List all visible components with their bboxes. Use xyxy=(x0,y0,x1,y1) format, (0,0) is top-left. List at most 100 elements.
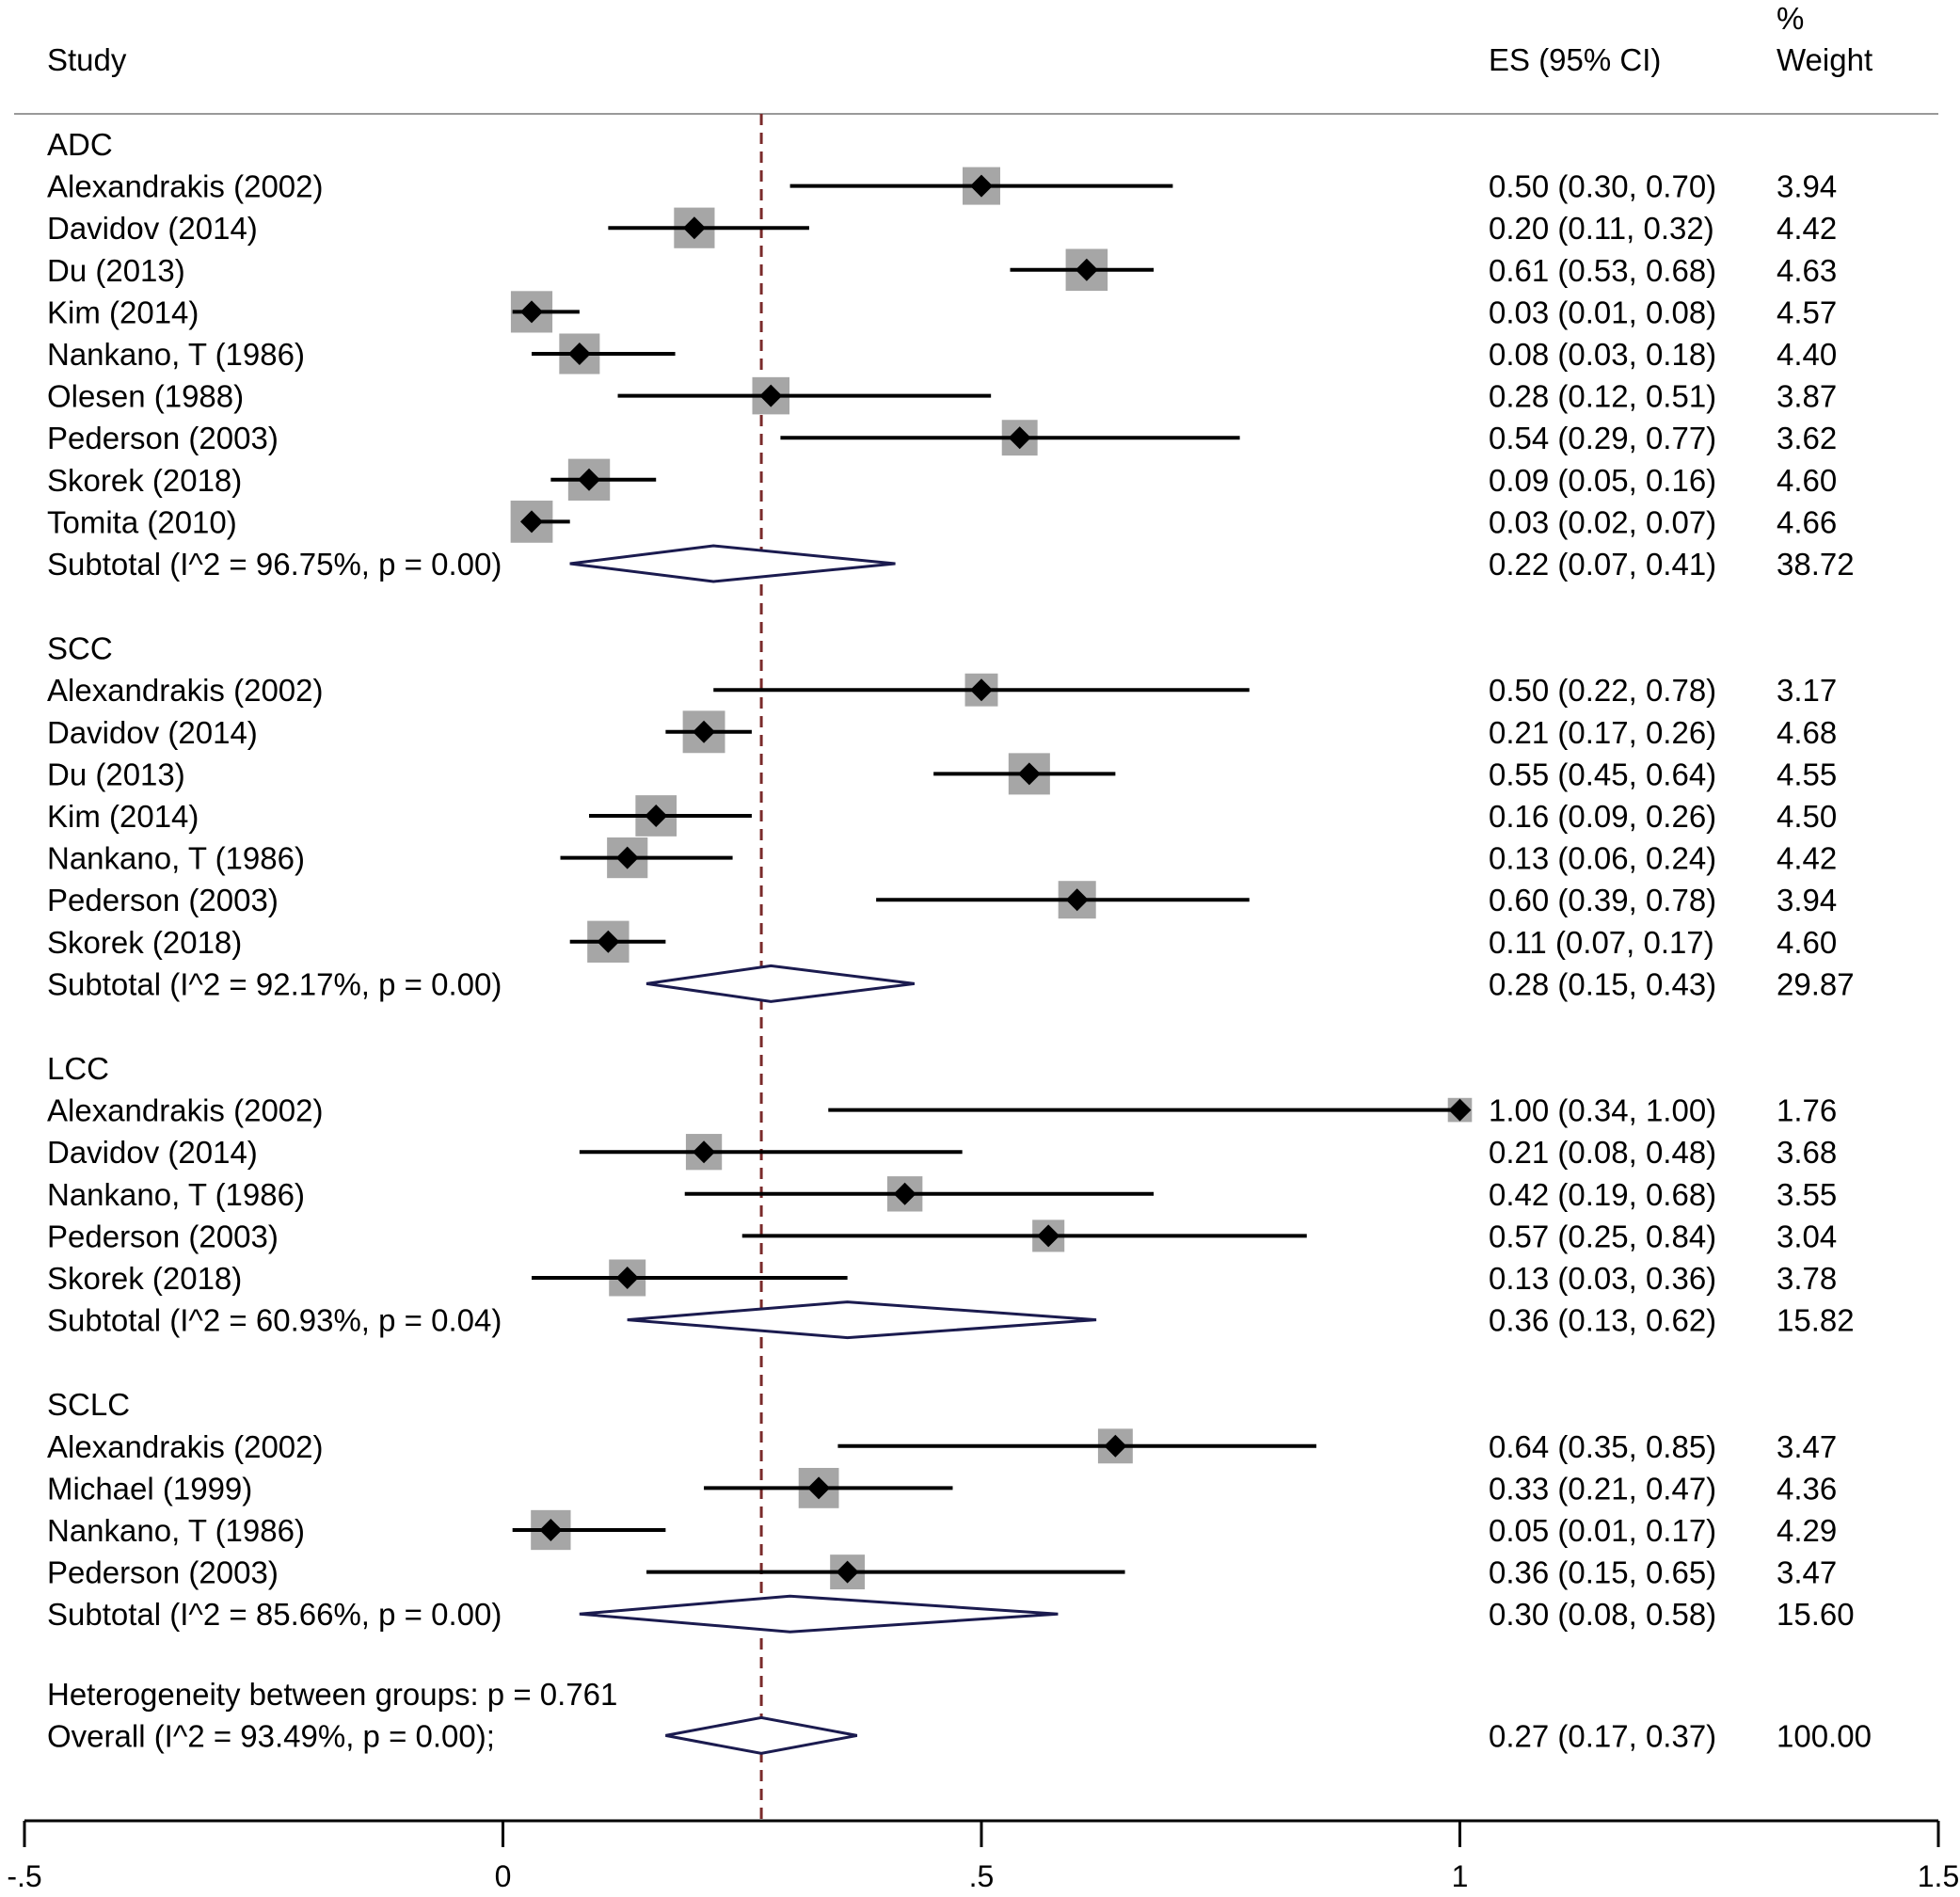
subtotal-label: Subtotal (I^2 = 85.66%, p = 0.00) xyxy=(47,1597,502,1632)
study-label: Nankano, T (1986) xyxy=(47,1177,305,1212)
overall-label: Overall (I^2 = 93.49%, p = 0.00); xyxy=(47,1718,495,1753)
point-estimate xyxy=(567,343,591,365)
study-label: Tomita (2010) xyxy=(47,504,237,539)
study-es-ci: 0.21 (0.08, 0.48) xyxy=(1489,1135,1716,1170)
point-estimate xyxy=(645,805,668,827)
study-es-ci: 0.13 (0.03, 0.36) xyxy=(1489,1261,1716,1296)
point-estimate xyxy=(1037,1224,1060,1248)
study-weight: 4.66 xyxy=(1777,504,1837,539)
point-estimate xyxy=(1104,1434,1127,1458)
x-tick-label: -.5 xyxy=(7,1859,41,1893)
weight-column-header-symbol: % xyxy=(1777,1,1804,36)
x-tick-label: .5 xyxy=(969,1859,995,1893)
group-label: SCC xyxy=(47,631,113,666)
study-weight: 3.55 xyxy=(1777,1177,1837,1212)
study-row: Nankano, T (1986) 0.42 (0.19, 0.68) 3.55 xyxy=(47,1176,1837,1212)
subtotal-diamond xyxy=(569,544,896,583)
x-tick-label: 1 xyxy=(1452,1859,1469,1893)
point-estimate xyxy=(807,1476,831,1500)
study-weight: 3.17 xyxy=(1777,673,1837,708)
study-label: Alexandrakis (2002) xyxy=(47,169,324,204)
study-es-ci: 0.64 (0.35, 0.85) xyxy=(1489,1429,1716,1464)
point-estimate xyxy=(1448,1098,1472,1122)
study-weight: 4.57 xyxy=(1777,295,1837,329)
overall-diamond xyxy=(665,1715,858,1755)
point-estimate xyxy=(615,846,639,869)
study-label: Pederson (2003) xyxy=(47,421,279,455)
study-row: Du (2013) 0.61 (0.53, 0.68) 4.63 xyxy=(47,248,1837,292)
overall-weight: 100.00 xyxy=(1777,1718,1872,1753)
study-row: Davidov (2014) 0.20 (0.11, 0.32) 4.42 xyxy=(47,207,1837,248)
study-es-ci: 0.33 (0.21, 0.47) xyxy=(1489,1471,1716,1506)
study-weight: 3.94 xyxy=(1777,169,1837,204)
subtotal-diamond xyxy=(645,964,915,1003)
study-es-ci: 0.05 (0.01, 0.17) xyxy=(1489,1513,1716,1548)
study-row: Alexandrakis (2002) 1.00 (0.34, 1.00) 1.76 xyxy=(47,1093,1837,1128)
study-label: Alexandrakis (2002) xyxy=(47,1093,324,1128)
study-label: Davidov (2014) xyxy=(47,211,258,246)
point-estimate xyxy=(836,1560,859,1584)
study-label: Davidov (2014) xyxy=(47,715,258,750)
study-label: Nankano, T (1986) xyxy=(47,841,305,876)
group-adc: ADC Alexandrakis (2002) 0.50 (0.30, 0.70) 3… xyxy=(47,127,1855,583)
point-estimate xyxy=(893,1182,916,1205)
point-estimate xyxy=(520,510,544,534)
study-label: Nankano, T (1986) xyxy=(47,337,305,372)
point-estimate xyxy=(759,384,783,407)
study-weight: 4.60 xyxy=(1777,925,1837,960)
study-row: Davidov (2014) 0.21 (0.08, 0.48) 3.68 xyxy=(47,1134,1837,1171)
point-estimate xyxy=(1008,426,1031,450)
study-weight: 3.04 xyxy=(1777,1219,1837,1253)
study-label: Michael (1999) xyxy=(47,1471,252,1506)
study-row: Skorek (2018) 0.09 (0.05, 0.16) 4.60 xyxy=(47,458,1837,501)
study-label: Olesen (1988) xyxy=(47,379,244,414)
study-es-ci: 0.55 (0.45, 0.64) xyxy=(1489,757,1716,791)
study-es-ci: 0.36 (0.15, 0.65) xyxy=(1489,1555,1716,1590)
point-estimate xyxy=(539,1519,563,1541)
subtotal-diamond xyxy=(579,1594,1059,1634)
study-es-ci: 0.54 (0.29, 0.77) xyxy=(1489,421,1716,455)
study-row: Pederson (2003) 0.57 (0.25, 0.84) 3.04 xyxy=(47,1219,1837,1253)
study-weight: 1.76 xyxy=(1777,1093,1837,1128)
study-es-ci: 0.03 (0.01, 0.08) xyxy=(1489,295,1716,329)
study-label: Du (2013) xyxy=(47,757,185,791)
study-row: Nankano, T (1986) 0.08 (0.03, 0.18) 4.40 xyxy=(47,333,1837,375)
study-es-ci: 0.42 (0.19, 0.68) xyxy=(1489,1177,1716,1212)
overall-row: Overall (I^2 = 93.49%, p = 0.00); 0.27 (0… xyxy=(47,1715,1872,1755)
subtotal-diamond xyxy=(627,1300,1097,1340)
subtotal-es-ci: 0.22 (0.07, 0.41) xyxy=(1489,547,1716,582)
study-es-ci: 0.28 (0.12, 0.51) xyxy=(1489,379,1716,414)
study-es-ci: 0.21 (0.17, 0.26) xyxy=(1489,715,1716,750)
point-estimate xyxy=(970,174,993,198)
subtotal-row: Subtotal (I^2 = 60.93%, p = 0.04) 0.36 (0… xyxy=(47,1300,1855,1340)
study-row: Du (2013) 0.55 (0.45, 0.64) 4.55 xyxy=(47,753,1837,795)
subtotal-weight: 29.87 xyxy=(1777,966,1855,1001)
subtotal-label: Subtotal (I^2 = 60.93%, p = 0.04) xyxy=(47,1303,502,1338)
study-label: Alexandrakis (2002) xyxy=(47,1429,324,1464)
study-weight: 4.40 xyxy=(1777,337,1837,372)
study-label: Du (2013) xyxy=(47,253,185,288)
study-label: Kim (2014) xyxy=(47,799,199,834)
study-row: Skorek (2018) 0.11 (0.07, 0.17) 4.60 xyxy=(47,920,1837,963)
subtotal-weight: 38.72 xyxy=(1777,547,1855,582)
group-lcc: LCC Alexandrakis (2002) 1.00 (0.34, 1.00) 1… xyxy=(47,1051,1855,1340)
subtotal-row: Subtotal (I^2 = 96.75%, p = 0.00) 0.22 (0… xyxy=(47,544,1855,583)
es-column-header: ES (95% CI) xyxy=(1489,42,1661,77)
point-estimate xyxy=(693,1140,716,1164)
subtotal-row: Subtotal (I^2 = 92.17%, p = 0.00) 0.28 (0… xyxy=(47,964,1855,1003)
study-es-ci: 0.11 (0.07, 0.17) xyxy=(1489,925,1714,960)
study-es-ci: 1.00 (0.34, 1.00) xyxy=(1489,1093,1716,1128)
study-label: Skorek (2018) xyxy=(47,463,242,498)
group-label: ADC xyxy=(47,127,113,162)
point-estimate xyxy=(597,930,620,953)
overall-es-ci: 0.27 (0.17, 0.37) xyxy=(1489,1718,1716,1753)
study-row: Pederson (2003) 0.54 (0.29, 0.77) 3.62 xyxy=(47,420,1837,455)
study-label: Pederson (2003) xyxy=(47,1555,279,1590)
study-es-ci: 0.03 (0.02, 0.07) xyxy=(1489,504,1716,539)
point-estimate xyxy=(578,468,601,491)
study-weight: 3.78 xyxy=(1777,1261,1837,1296)
study-row: Alexandrakis (2002) 0.50 (0.22, 0.78) 3.17 xyxy=(47,673,1837,708)
subtotal-weight: 15.82 xyxy=(1777,1303,1855,1338)
study-weight: 4.63 xyxy=(1777,253,1837,288)
